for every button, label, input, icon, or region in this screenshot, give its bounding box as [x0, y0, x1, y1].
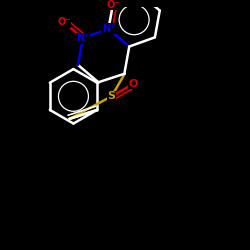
Text: N⁺: N⁺	[76, 33, 90, 43]
Text: S: S	[108, 91, 116, 101]
Text: N⁺: N⁺	[102, 24, 115, 34]
Text: O⁻: O⁻	[57, 17, 70, 27]
Text: O⁻: O⁻	[106, 0, 120, 10]
Text: O: O	[128, 79, 138, 89]
